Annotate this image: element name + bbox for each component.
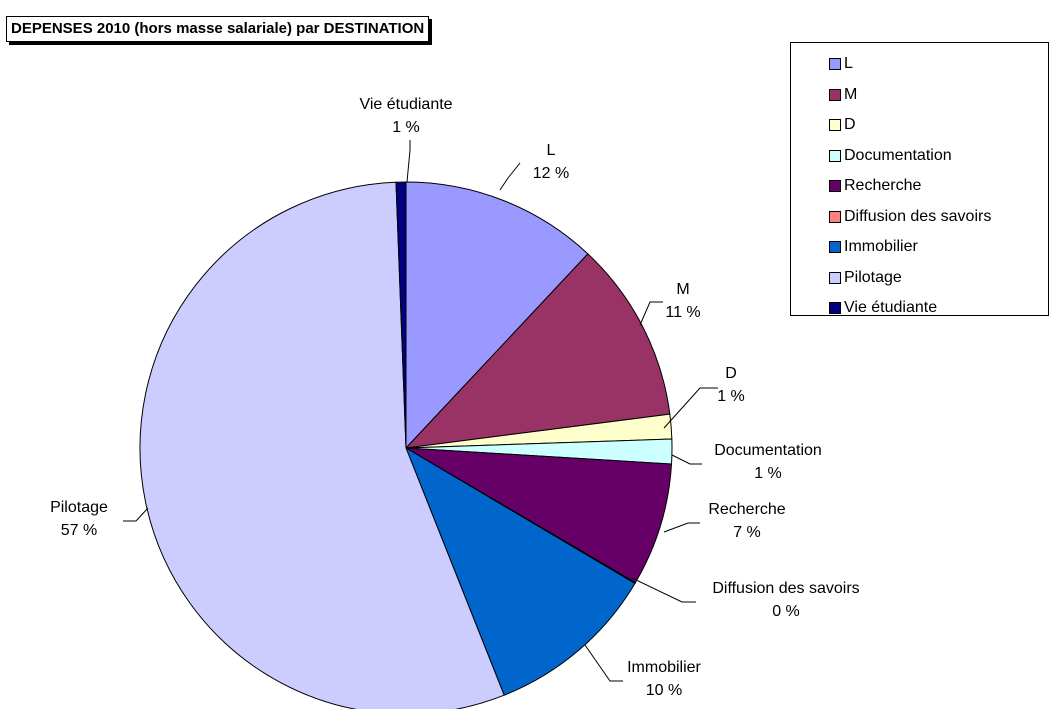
legend-item: Recherche xyxy=(829,177,921,195)
legend-item: Diffusion des savoirs xyxy=(829,208,991,226)
data-label-value: 1 % xyxy=(392,119,420,136)
data-label-value: 10 % xyxy=(646,682,682,699)
legend-swatch xyxy=(829,180,841,192)
leader-line xyxy=(123,507,149,522)
legend-swatch xyxy=(829,58,841,70)
data-label-name: Recherche xyxy=(708,501,785,518)
data-label-name: M xyxy=(676,281,689,298)
data-label-value: 0 % xyxy=(772,603,800,620)
legend-swatch xyxy=(829,271,841,284)
legend-label: D xyxy=(844,116,856,133)
leader-line xyxy=(499,162,521,191)
legend-item: Vie étudiante xyxy=(829,299,937,317)
legend-swatch xyxy=(829,210,841,223)
leader-line xyxy=(631,577,696,603)
legend: L M D Documentation Recherche Diffusion des s… xyxy=(790,42,1049,316)
legend-item: L xyxy=(829,55,853,73)
data-label-name: Immobilier xyxy=(627,659,701,676)
data-label-value: 12 % xyxy=(533,165,569,182)
data-label-value: 11 % xyxy=(665,304,700,321)
pie-slice-l xyxy=(405,181,589,450)
legend-item: Pilotage xyxy=(829,269,902,287)
data-label-name: Pilotage xyxy=(50,499,108,516)
pie-slice-m xyxy=(404,253,671,449)
legend-label: Diffusion des savoirs xyxy=(844,207,992,225)
data-label-value: 1 % xyxy=(717,388,745,405)
leader-line xyxy=(406,140,411,183)
legend-item: M xyxy=(829,86,857,104)
legend-label: Pilotage xyxy=(844,268,902,286)
data-label-name: L xyxy=(547,142,556,159)
data-label-name: Diffusion des savoirs xyxy=(712,580,859,597)
legend-item: Immobilier xyxy=(829,238,918,256)
leader-line xyxy=(639,301,663,326)
legend-swatch xyxy=(829,88,841,101)
data-label-name: Vie étudiante xyxy=(359,96,452,113)
data-label-name: Documentation xyxy=(714,442,822,459)
leader-line xyxy=(584,644,623,682)
legend-label: Documentation xyxy=(844,146,952,164)
data-label-value: 7 % xyxy=(733,524,761,541)
legend-item: D xyxy=(829,116,856,134)
pie-slice-pilotage xyxy=(139,181,505,709)
legend-label: M xyxy=(844,85,858,103)
pie-slice-recherche xyxy=(405,447,673,584)
legend-item: Documentation xyxy=(829,147,952,165)
data-label-value: 1 % xyxy=(754,465,782,482)
legend-swatch xyxy=(829,119,841,131)
leader-line xyxy=(663,522,700,533)
data-label-name: D xyxy=(725,365,737,382)
legend-label: Vie étudiante xyxy=(844,299,938,316)
chart-title: DEPENSES 2010 (hors masse salariale) par… xyxy=(6,16,430,42)
legend-swatch xyxy=(829,241,841,253)
leader-line xyxy=(671,454,702,465)
legend-label: L xyxy=(844,55,853,72)
pie-slice-immobilier xyxy=(404,446,636,696)
leader-line xyxy=(663,387,718,429)
legend-label: Immobilier xyxy=(844,238,918,255)
legend-swatch xyxy=(829,302,841,314)
data-label-value: 57 % xyxy=(61,522,97,539)
legend-swatch xyxy=(829,149,841,162)
pie-slice-vie-tudiante xyxy=(395,181,407,449)
legend-label: Recherche xyxy=(844,177,922,194)
